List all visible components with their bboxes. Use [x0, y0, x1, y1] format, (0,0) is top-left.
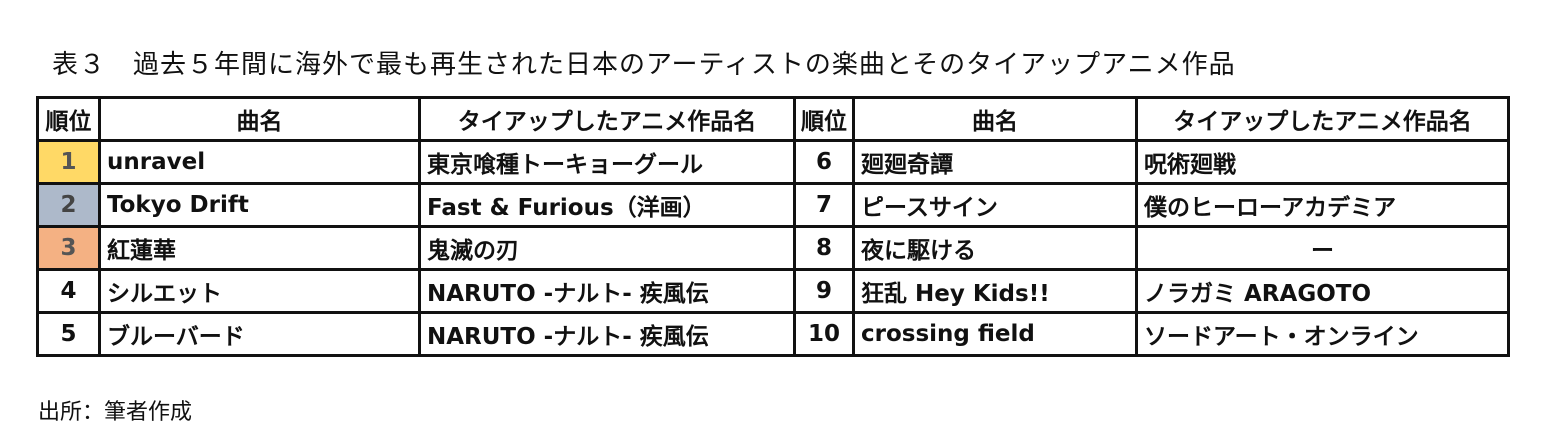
- anime-cell: ノラガミ ARAGOTO: [1135, 268, 1510, 314]
- header-song: 曲名: [852, 96, 1138, 142]
- rank-cell: 1: [36, 139, 101, 185]
- anime-cell: NARUTO -ナルト- 疾風伝: [418, 268, 796, 314]
- rank-cell: 4: [36, 268, 101, 314]
- header-rank: 順位: [793, 96, 855, 142]
- source-note: 出所：筆者作成: [38, 400, 193, 425]
- song-cell: ブルーバード: [98, 311, 421, 357]
- header-row: 順位 曲名 タイアップしたアニメ作品名 順位 曲名 タイアップしたアニメ作品名: [36, 96, 1510, 142]
- header-rank: 順位: [36, 96, 101, 142]
- rank-cell: 8: [793, 225, 855, 271]
- rank-cell: 9: [793, 268, 855, 314]
- rank-cell: 10: [793, 311, 855, 357]
- table-row: 2 Tokyo Drift Fast & Furious（洋画） 7 ピースサイ…: [36, 182, 1510, 228]
- rank-cell: 7: [793, 182, 855, 228]
- anime-cell: 鬼滅の刃: [418, 225, 796, 271]
- song-cell: Tokyo Drift: [98, 182, 421, 228]
- anime-cell: NARUTO -ナルト- 疾風伝: [418, 311, 796, 357]
- song-cell: unravel: [98, 139, 421, 185]
- table-row: 1 unravel 東京喰種トーキョーグール 6 廻廻奇譚 呪術廻戦: [36, 139, 1510, 185]
- header-anime: タイアップしたアニメ作品名: [1135, 96, 1510, 142]
- anime-cell: 東京喰種トーキョーグール: [418, 139, 796, 185]
- ranking-table: 順位 曲名 タイアップしたアニメ作品名 順位 曲名 タイアップしたアニメ作品名 …: [36, 96, 1510, 357]
- table-row: 4 シルエット NARUTO -ナルト- 疾風伝 9 狂乱 Hey Kids!!…: [36, 268, 1510, 314]
- rank-cell: 3: [36, 225, 101, 271]
- song-cell: 廻廻奇譚: [852, 139, 1138, 185]
- song-cell: 狂乱 Hey Kids!!: [852, 268, 1138, 314]
- anime-cell: 呪術廻戦: [1135, 139, 1510, 185]
- song-cell: シルエット: [98, 268, 421, 314]
- header-anime: タイアップしたアニメ作品名: [418, 96, 796, 142]
- song-cell: ピースサイン: [852, 182, 1138, 228]
- anime-cell: 僕のヒーローアカデミア: [1135, 182, 1510, 228]
- song-cell: 紅蓮華: [98, 225, 421, 271]
- table-row: 5 ブルーバード NARUTO -ナルト- 疾風伝 10 crossing fi…: [36, 311, 1510, 357]
- header-song: 曲名: [98, 96, 421, 142]
- song-cell: 夜に駆ける: [852, 225, 1138, 271]
- rank-cell: 6: [793, 139, 855, 185]
- table-row: 3 紅蓮華 鬼滅の刃 8 夜に駆ける ー: [36, 225, 1510, 271]
- table-title: 表３ 過去５年間に海外で最も再生された日本のアーティストの楽曲とそのタイアップア…: [52, 50, 1236, 80]
- song-cell: crossing field: [852, 311, 1138, 357]
- rank-cell: 5: [36, 311, 101, 357]
- anime-cell: ソードアート・オンライン: [1135, 311, 1510, 357]
- rank-cell: 2: [36, 182, 101, 228]
- anime-cell: Fast & Furious（洋画）: [418, 182, 796, 228]
- anime-cell: ー: [1135, 225, 1510, 271]
